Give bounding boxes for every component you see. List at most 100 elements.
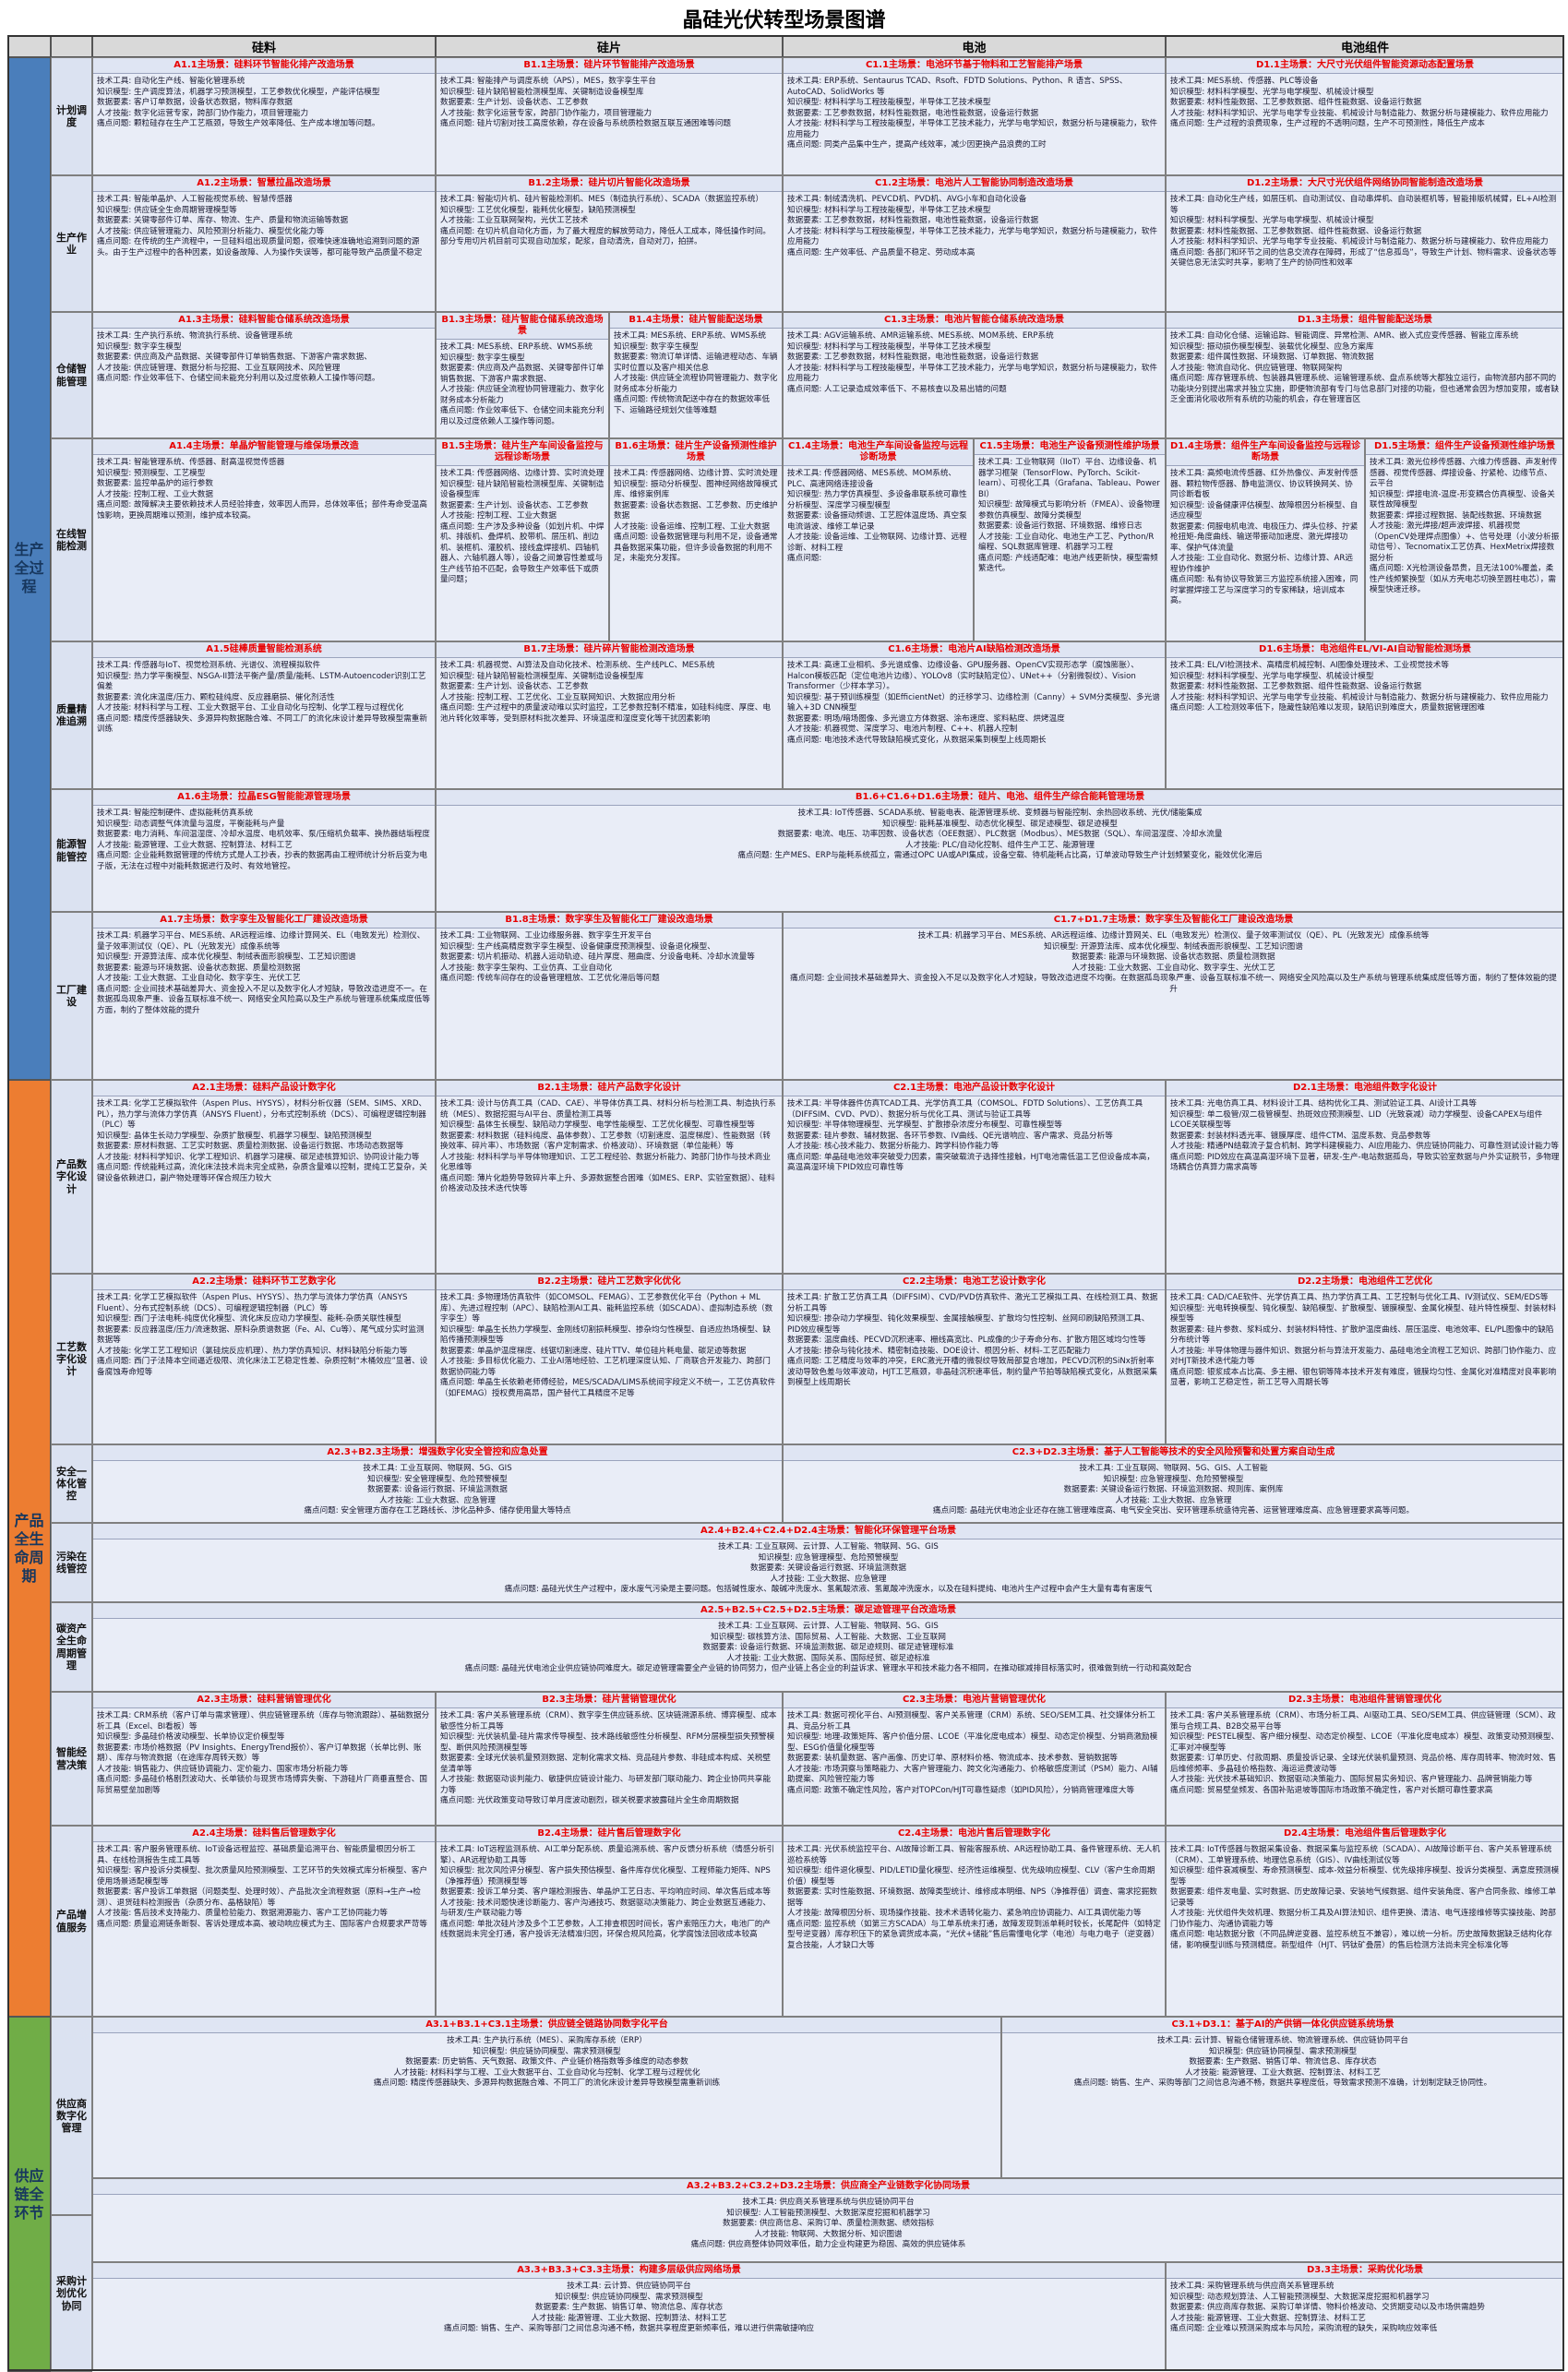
scenario-cell: D1.2主场景：大尺寸光伏组件网络协同智能制造改造场景 技术工具: 自动化生产线，…: [1166, 175, 1564, 312]
scenario-line: 人才技能: 设备运维、工业物联网、边缘计算、远程诊断、材料工程: [787, 533, 967, 553]
scenario-line: 技术工具: 生产执行系统、物流执行系统、设备管理系统: [97, 331, 293, 341]
scenario-line: 人才技能: 工业大数据、工业自动化、数字孪生、光伏工艺: [1071, 963, 1275, 973]
scenario-title: A1.5硅棒质量智能检测系统: [93, 642, 435, 658]
scenario-line: 人才技能: 光伏组件失效机理、数据分析工具及AI算法知识、组件更换、清洁、电气连…: [1170, 1909, 1556, 1929]
scenario-title: D3.3主场景：采购优化场景: [1167, 2263, 1563, 2279]
scenario-line: 技术工具: CAD/CAE软件、光学仿真工具、热力学仿真工具、工艺控制与优化工具…: [1170, 1293, 1549, 1302]
scenario-title: B1.1主场景：硅片环节智能排产改造场景: [437, 58, 782, 74]
scenario-line: 技术工具: MES系统、传感器、PLC等设备: [1170, 77, 1319, 86]
scenario-line: 知识模型: 材料科学模型、光学与电学模型、机械设计模型: [1170, 671, 1374, 681]
scenario-line: 知识模型: PESTEL模型、客户细分模型、动态定价模型、LCOE（平准化度电成…: [1170, 1732, 1560, 1753]
scenario-line: 知识模型: 硅片缺陷智能检测模型库、关键制造设备模型库: [440, 479, 604, 500]
scenario-line: 技术工具: 设计与仿真工具（CAD、CAE）、半导体仿真工具、材料分析与检测工具…: [440, 1099, 776, 1120]
scenario-line: 知识模型: 应急管理模型、危险预警模型: [758, 1552, 899, 1563]
scenario-line: 数据要素: 材料性能数据、工艺参数数据、组件性能数据、设备运行数据: [1170, 226, 1422, 236]
scenario-title: B2.2主场景：硅片工艺数字化优化: [437, 1275, 782, 1290]
scenario-title: C1.1主场景：电池环节基于物料和工艺智能排产场景: [784, 58, 1165, 74]
scenario-line: 技术工具: 光伏系统监控平台、AI故障诊断工具、智能客服系统、AR远程协助工具、…: [787, 1845, 1161, 1865]
scenario-line: 人才技能: 材料科学与半导体物理知识、工艺工程经验、数据分析能力、跨部门协作与技…: [440, 1152, 771, 1173]
scenario-line: 知识模型: 材料科学模型、光学与电学模型、机械设计模型: [1170, 216, 1374, 226]
scenario-body: 技术工具: 智能管理系统、传感器、耐高温视觉传感器 知识模型: 预测模型、工艺模型…: [93, 455, 435, 524]
scenario-line: 人才技能: 材料科学与工程技能模型，半导体工艺技术能力，光学与电学知识，数据分析…: [787, 363, 1157, 384]
scenario-line: 痛点问题: PID效应在高温高湿环境下显著，研发-生产-电站数据孤岛，导致实验室…: [1170, 1152, 1560, 1173]
scenario-line: 数据要素: 客户订单数据，设备状态数据，物料库存数据: [97, 98, 293, 108]
scenario-line: 数据要素: 工艺参数数据，材料性能数据，电池性能数据，设备运行数据: [787, 216, 1039, 226]
scenario-body: 技术工具: 工业物联网（IIoT）平台、边缘设备、机器学习框架（TensorFl…: [975, 455, 1165, 578]
scenario-line: 数据要素: 材料性能数据、工艺参数数据、组件性能数据、设备运行数据: [1170, 98, 1422, 108]
scenario-body: 技术工具: 自动化生产线、智能化管理系统 知识模型: 生产调度算法，机器学习预测模…: [93, 74, 435, 133]
scenario-line: 痛点问题: 作业效率低下、仓储空间未能充分利用以及过度依赖人工操作等问题。: [440, 406, 604, 426]
scenario-line: 人才技能: 材料科学知识、光学与电学专业技能、机械设计与制造能力、数据分析与建模…: [1170, 692, 1549, 702]
scenario-line: 知识模型: 批次风险评分模型、客户损失预估模型、备件库存优化模型、工程师能力矩阵…: [440, 1866, 771, 1887]
scenario-line: 知识模型: 数字孪生模型: [97, 341, 182, 352]
scenario-line: 数据要素: 温度曲线、PECVD沉积速率、栅线高宽比、PL成像的少子寿命分布、扩…: [787, 1336, 1146, 1346]
scenario-line: 人才技能: 核心技术能力、数据分析能力、跨学科协作能力等: [787, 1142, 999, 1152]
scenario-line: 数据要素: 材料性能数据、工艺参数数据、组件性能数据、设备运行数据: [1170, 682, 1422, 692]
scenario-line: 技术工具: 工业互联网、物联网、5G、GIS: [363, 1464, 512, 1473]
scenario-line: 数据要素: 反应器温度/压力/流速数据、原料杂质谱数据（Fe、Al、Cu等）、尾…: [97, 1324, 425, 1346]
scenario-line: 痛点问题: 库存管理系统、包装器具管理系统、运输管理系统、盘点系统等大都独立运行…: [1170, 374, 1560, 405]
scenario-cell: C1.4主场景：电池生产车间设备监控与远程诊断场景 技术工具: 传感器网络、MES…: [783, 438, 974, 641]
row-label: 安全一体化管控: [51, 1444, 92, 1523]
scenario-body: 技术工具: 传感器网络、边缘计算、实时流处理 知识模型: 振动分析模型、图神经网络…: [610, 466, 782, 568]
scenario-line: 痛点问题: 产线适配难：电池产线更新快，模型需频繁迭代。: [978, 553, 1158, 574]
scenario-line: 知识模型: 开源算法库、成本优化模型、制绒表面形貌模型、工艺知识图谱: [1044, 941, 1303, 952]
scenario-line: 数据要素: 全球光伏装机量预测数据、定制化需求文档、竞品硅片参数、非硅成本构成、…: [440, 1754, 771, 1774]
scenario-line: 技术工具: IoT远程监测系统、AI工单分配系统、质量追溯系统、客户反馈分析系统…: [440, 1845, 775, 1865]
scenario-cell: B2.3主场景：硅片营销管理优化 技术工具: 客户关系管理系统（CRM）、数字孪生…: [436, 1692, 783, 1826]
scenario-line: 数据要素: 设备运行数据、环境监测数据: [367, 1485, 508, 1495]
scenario-line: 数据要素: 电流、电压、功率因数、设备状态（OEE数据）、PLC数据（Modbu…: [777, 830, 1223, 840]
scenario-title: B1.7主场景：硅片碎片智能检测改造场景: [437, 642, 782, 658]
scenario-title: D2.4主场景：电池组件售后管理数字化: [1167, 1827, 1563, 1842]
scenario-line: 数据要素: 历史销售、天气数据、政策文件、产业链价格指数等多维度的动态参数: [405, 2057, 688, 2067]
scenario-cell: C3.1+D3.1：基于AI的产供销一体化供应链系统场景 技术工具: 云计算、智能…: [1001, 2017, 1564, 2178]
scenario-body: 技术工具: 生产执行系统、物流执行系统、设备管理系统 知识模型: 数字孪生模型 数据…: [93, 329, 435, 388]
scenario-line: 技术工具: 工业互联网、物联网、5G、GIS、人工智能: [1079, 1464, 1268, 1473]
scenario-line: 痛点问题: 人工检测效率低下，隐藏性缺陷难以发现，缺陷识别难度大，质量数据管理困…: [1170, 703, 1485, 713]
scenario-line: 人才技能: 数据驱动谈判能力、敏捷供应链设计能力、与研发部门联动能力、跨企业协同…: [440, 1775, 771, 1795]
scenario-line: 知识模型: 动态调整气体流量与温度，平衡能耗与产量: [97, 819, 285, 829]
scenario-line: 痛点问题: 晶硅光伏电池企业供应链协同难度大。碳足迹管理需要全产业链的协同努力，…: [464, 1664, 1192, 1674]
scenario-cell: C2.1主场景：电池产品设计数字化设计 技术工具: 半导体器件仿真TCAD工具、光…: [783, 1080, 1166, 1274]
scenario-title: B1.5主场景：硅片生产车间设备监控与远程诊断场景: [437, 439, 608, 466]
section-label: 产品全生命周期: [7, 1080, 51, 2017]
scenario-line: 知识模型: 材料科学与工程技能模型，半导体工艺技术模型: [787, 98, 991, 108]
scenario-line: 痛点问题: 企业能耗数据管理的传统方式是人工抄表，抄表的数据再由工程师统计分析后…: [97, 851, 427, 871]
scenario-body: 技术工具: 工业物联网、工业边缘服务器、数字孪生开发平台 知识模型: 生产线高精度…: [437, 928, 782, 988]
scenario-line: 知识模型: 晶体生长模型、缺陷动力学模型、电学性能模型、工艺优化模型、可靠性模型…: [440, 1120, 755, 1131]
scenario-line: 人才技能: 供应链全流程协同管理能力、数字化财务成本分析能力: [440, 385, 604, 405]
scenario-line: 人才技能: 激光焊接/超声波焊接、机器视觉（OpenCV处理焊点图像）+、信号处…: [1370, 521, 1560, 563]
column-header: 电池组件: [1166, 35, 1564, 57]
scenario-line: 人才技能: 售后技术支持能力、质量检验能力、数据溯源能力、客户工艺协同能力等: [97, 1909, 389, 1919]
scenario-title: C3.1+D3.1：基于AI的产供销一体化供应链系统场景: [1002, 2018, 1563, 2033]
column-header: 硅片: [436, 35, 783, 57]
scenario-line: 人才技能: 供应链管理能力、风险预测分析能力、模型优化能力等: [97, 226, 325, 236]
scenario-line: 数据要素: 流化床温度/压力、颗粒硅纯度、反应器磨损、催化剂活性: [97, 692, 335, 702]
scenario-line: 人才技能: PLC/自动化控制、组件生产工艺、能源管理: [905, 840, 1095, 850]
scenario-line: 人才技能: 供应链全流程协同管理能力、数字化财务成本分析能力: [614, 374, 778, 394]
scenario-cell: B2.2主场景：硅片工艺数字化优化 技术工具: 多物理场仿真软件（如COMSOL、…: [436, 1274, 783, 1444]
scenario-body: 技术工具: MES系统、ERP系统、WMS系统 知识模型: 数字孪生模型 数据要素:…: [437, 340, 608, 430]
scenario-cell: A2.3+B2.3主场景：增强数字化安全管控和应急处置 技术工具: 工业互联网、物…: [92, 1444, 783, 1523]
scenario-line: 人才技能: 材料科学知识、光学与电学专业技能、机械设计与制造能力、数据分析与建模…: [1170, 237, 1549, 247]
scenario-line: 技术工具: 自动化仓储、运输追踪、智能调度、异常检测、AMR、嵌入式应变传感器、…: [1170, 331, 1519, 341]
scenario-body: 技术工具: EL/VI检测技术、高精度机械控制、AI图像处理技术、工业视觉技术等…: [1167, 658, 1563, 717]
scenario-cell: B1.4主场景：硅片智能配送场景 技术工具: MES系统、ERP系统、WMS系统知…: [609, 312, 783, 438]
scenario-body: 技术工具: MES系统、传感器、PLC等设备 知识模型: 材料科学模型、光学与电学…: [1167, 74, 1563, 133]
scenario-line: 技术工具: CRM系统（客户订单与需求管理）、供应链管理系统（库存与物流跟踪）、…: [97, 1711, 430, 1731]
scenario-line: 痛点问题: 安全管理方面存在工艺路线长、涉化品种多、储存使用量大等特点: [304, 1506, 571, 1516]
scenario-line: 痛点问题: 企业间技术基础差异大、资金投入不足以及数字化人才短缺，导致改造进度不…: [97, 984, 430, 1015]
scenario-cell: D2.4主场景：电池组件售后管理数字化 技术工具: IoT传感器与数据采集设备、数…: [1166, 1826, 1564, 2017]
scenario-body: 技术工具: 高频电流传感器、红外热像仪、声发射传感器、颗粒物传感器、静电监测仪、…: [1167, 466, 1364, 610]
scenario-title: A2.5+B2.5+C2.5+D2.5主场景：碳足迹管理平台改造场景: [93, 1603, 1563, 1619]
column-header: 电池: [783, 35, 1166, 57]
scenario-cell: A2.4主场景：硅料售后管理数字化 技术工具: 客户服务管理系统、IoT设备远程监…: [92, 1826, 436, 2017]
scenario-line: 数据要素: 设备状态数据、工艺参数、历史维护数据: [614, 500, 778, 521]
scenario-line: 数据要素: 组件发电量、实时数据、历史故障记录、安装地气候数据、组件安装角度、客…: [1170, 1887, 1557, 1908]
scenario-line: 技术工具: 机器学习平台、MES系统、AR远程运维、边缘计算网关、EL（电致发光…: [917, 931, 1430, 940]
scenario-body: 技术工具: 数据可视化平台、AI预测模型、客户关系管理（CRM）系统、SEO/S…: [784, 1708, 1165, 1799]
scenario-line: 知识模型: 动态规划算法、人工智能预测模型、大数据深度挖掘和机器学习: [1170, 2292, 1430, 2302]
scenario-line: 痛点问题: 作业效率低下、仓储空间未能充分利用以及过度依赖人工操作等问题。: [97, 374, 380, 384]
scenario-title: B1.4主场景：硅片智能配送场景: [610, 313, 782, 329]
scenario-cell: D1.5主场景：组件生产设备预测性维护场景 技术工具: 激光位移传感器、六维力传感…: [1365, 438, 1564, 641]
